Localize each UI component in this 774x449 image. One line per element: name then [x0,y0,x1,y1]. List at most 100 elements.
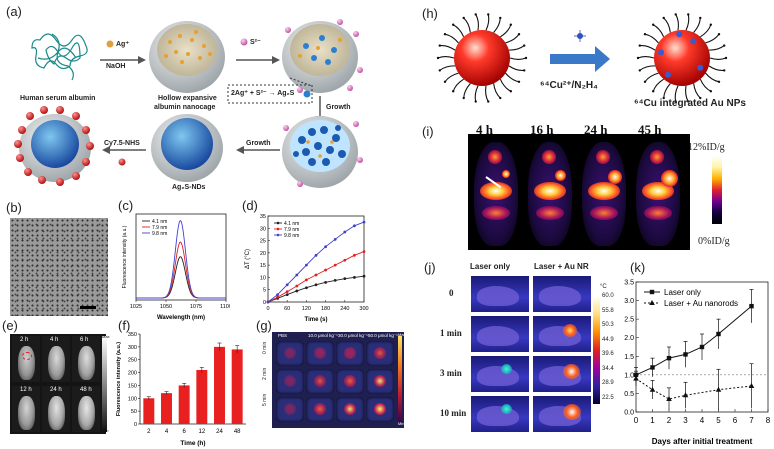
thermal-row-label: 1 min [440,328,462,338]
pet-organ-hotspot [488,150,502,164]
chart-k-point [699,344,705,350]
petri-dish-cell [366,369,394,394]
chart-d-point [333,278,337,282]
heat-spot [284,375,296,387]
scale-bar [80,306,96,309]
reaction-equation: 2Ag⁺ + S²⁻ → Ag₂S [231,90,295,97]
cu64-marker [658,49,664,56]
heat-spot [344,375,356,387]
chart-d-ytick-label: 25 [260,239,266,245]
reaction-arrow [550,46,610,72]
petri-dish-cell [276,397,304,422]
chart-k-point [650,365,655,370]
j-header-laser-aunr: Laser + Au NR [534,262,589,271]
chart-d-point [285,290,289,294]
chart-k-point [715,386,722,392]
thermal-scale-tick: 55.8 [602,307,614,314]
chart-d-point [324,245,327,249]
fluor-time-label: 4 h [50,337,59,343]
petri-dish-cell [306,341,334,366]
tem-image [10,218,108,316]
chart-d-xtick-label: 300 [359,306,368,312]
pet-organ-hotspot [588,182,620,200]
fluor-mouse-cell: 12 h [12,386,40,432]
chart-d: 0 60 120 180 240 300 0 5 10 15 20 25 30 35 4.1 nm7.9 … [245,214,369,323]
chart-d-point [305,263,308,267]
chart-d-ytick-label: 35 [260,214,266,220]
pet-tumor-spot [661,170,678,187]
chart-k-point [633,375,639,381]
chart-k-point [749,303,754,309]
cu64-au-nanoparticle-icon [636,13,728,103]
nucleation-cage-icon [282,19,363,93]
pet-organ-hotspot [644,206,672,220]
chart-d-point [333,263,337,267]
pet-time-label: 45 h [638,122,662,137]
mouse-silhouette [18,396,35,430]
panel-label-f: (f) [118,318,131,333]
thermal-hotspot [563,364,580,380]
chart-k-series-line [635,378,752,400]
chart-d-point [295,284,299,288]
fluor-mouse-cell: 2 h [12,336,40,382]
g-scale-min: Min [398,421,405,426]
chart-d-ytick-label: 15 [260,263,266,269]
fluor-time-label: 12 h [20,387,32,393]
chart-d-point [295,289,299,293]
thermal-scale-tick: 50.3 [602,322,614,328]
pet-time-label: 24 h [584,122,608,137]
chart-f-ytick-label: 350 [128,332,137,338]
silver-ion-icon [106,40,114,48]
au-nanoparticle-icon [436,13,528,103]
chart-f-category-label: 6 [182,429,186,435]
albumin-protein-icon [31,33,88,81]
petri-row-label: 0 min [262,341,268,354]
fluor-mouse-cell: 24 h [42,386,70,432]
chart-d-point [266,300,270,304]
chart-c-xtick-label: 1025 [130,304,142,310]
chart-d-point [362,274,366,278]
cu64-marker [676,31,683,38]
chart-f-category-label: 48 [234,429,241,435]
chart-f-bar [143,398,155,424]
thermal-image-cell [471,356,529,392]
petri-dish-cell [306,397,334,422]
chart-c-series-line [136,220,226,299]
chart-d-xtick-label: 60 [284,306,290,312]
chart-d-ytick-label: 0 [263,300,266,306]
chart-c: 1025 1050 1075 1100 4.1 nm7.9 nm9.8 nm Wave… [122,213,230,321]
panel-a-schematic [14,19,363,188]
chart-f-bar [161,393,172,424]
chart-d-xtick-label: 120 [302,306,311,312]
chart-f-ytick-label: 0 [134,422,137,428]
panel-label-b: (b) [6,200,22,215]
naoh-label: NaOH [106,63,126,70]
thermal-image-cell [533,396,591,432]
petri-dish-cell [276,341,304,366]
nanocage-label-2: albumin nanocage [154,104,216,111]
thermal-scale-tick: 60.0 [602,293,614,299]
chart-c-series-line [136,241,226,299]
chart-f-category-label: 2 [147,429,151,435]
chart-d-legend-label: 7.9 nm [284,227,299,233]
chart-d-point [295,273,299,277]
thermal-mouse-silhouette [477,326,519,346]
chart-f-bar [214,346,225,424]
chart-d-point [305,278,308,282]
petri-dish-cell [336,341,364,366]
heat-spot [344,403,356,415]
pet-time-label: 16 h [530,122,554,137]
petri-column-label: 10.0 μmol kg⁻¹ [308,333,338,338]
petri-column-label: PBS [278,333,288,338]
chart-d-point [324,280,327,284]
heat-spot [314,347,326,359]
chart-k-point [716,331,721,337]
chart-d-point [353,276,356,279]
chart-k-xtick-label: 5 [716,416,721,425]
chart-k-ytick-label: 3.5 [624,280,634,287]
chart-d-ytick-label: 20 [260,251,266,257]
chart-f-category-label: 4 [165,429,169,435]
thermal-image-cell [533,356,591,392]
thermal-scale-tick: 34.4 [602,365,614,372]
petri-dish-cell [366,341,394,366]
